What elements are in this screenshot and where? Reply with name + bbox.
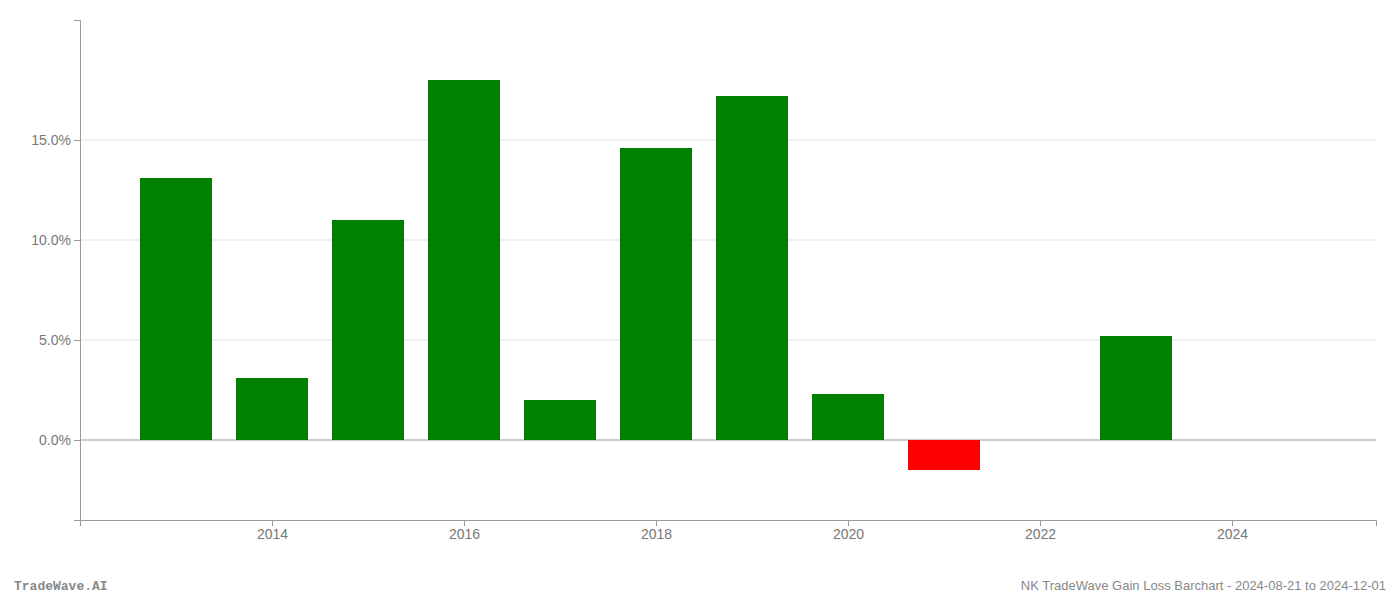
bar: [716, 96, 788, 440]
x-tick: 2022: [1025, 520, 1056, 542]
bar: [332, 220, 404, 440]
y-tick-label: 10.0%: [31, 232, 71, 248]
y-tick-label: 0.0%: [39, 432, 71, 448]
chart-container: 0.0%5.0%10.0%15.0%2014201620182020202220…: [0, 0, 1400, 600]
y-tick-label: 5.0%: [39, 332, 71, 348]
y-tick-mark: [74, 140, 80, 141]
bar: [428, 80, 500, 440]
x-tick-label: 2016: [449, 526, 480, 542]
bar: [812, 394, 884, 440]
y-tick: 5.0%: [39, 332, 80, 348]
bar: [908, 440, 980, 470]
bar: [236, 378, 308, 440]
bar: [140, 178, 212, 440]
x-tick: 2024: [1217, 520, 1248, 542]
y-axis-line: [74, 21, 81, 521]
footer-left: TradeWave.AI: [14, 579, 108, 594]
x-tick-label: 2024: [1217, 526, 1248, 542]
y-tick-label: 15.0%: [31, 132, 71, 148]
y-axis: 0.0% 5.0% 10.0% 15.0%: [31, 21, 80, 521]
x-tick: 2016: [449, 520, 480, 542]
x-tick: 2018: [641, 520, 672, 542]
x-tick-label: 2018: [641, 526, 672, 542]
x-tick-label: 2014: [257, 526, 288, 542]
y-tick: 0.0%: [39, 432, 80, 448]
bar: [524, 400, 596, 440]
y-tick-mark: [74, 240, 80, 241]
bars: [140, 80, 1172, 470]
footer: TradeWave.AI NK TradeWave Gain Loss Barch…: [14, 578, 1386, 594]
chart-svg: 0.0%5.0%10.0%15.0%2014201620182020202220…: [0, 0, 1400, 600]
footer-right: NK TradeWave Gain Loss Barchart - 2024-0…: [1021, 578, 1386, 593]
x-tick-label: 2020: [833, 526, 864, 542]
x-axis: 2014 2016 2018 2020 2022 2024: [81, 520, 1377, 542]
bar: [1100, 336, 1172, 440]
y-tick-mark: [74, 340, 80, 341]
y-tick: 15.0%: [31, 132, 80, 148]
bar: [620, 148, 692, 440]
x-tick-label: 2022: [1025, 526, 1056, 542]
x-tick: 2020: [833, 520, 864, 542]
plot: 0.0%5.0%10.0%15.0%2014201620182020202220…: [31, 21, 1376, 542]
y-tick-mark: [74, 440, 80, 441]
y-tick: 10.0%: [31, 232, 80, 248]
x-tick: 2014: [257, 520, 288, 542]
